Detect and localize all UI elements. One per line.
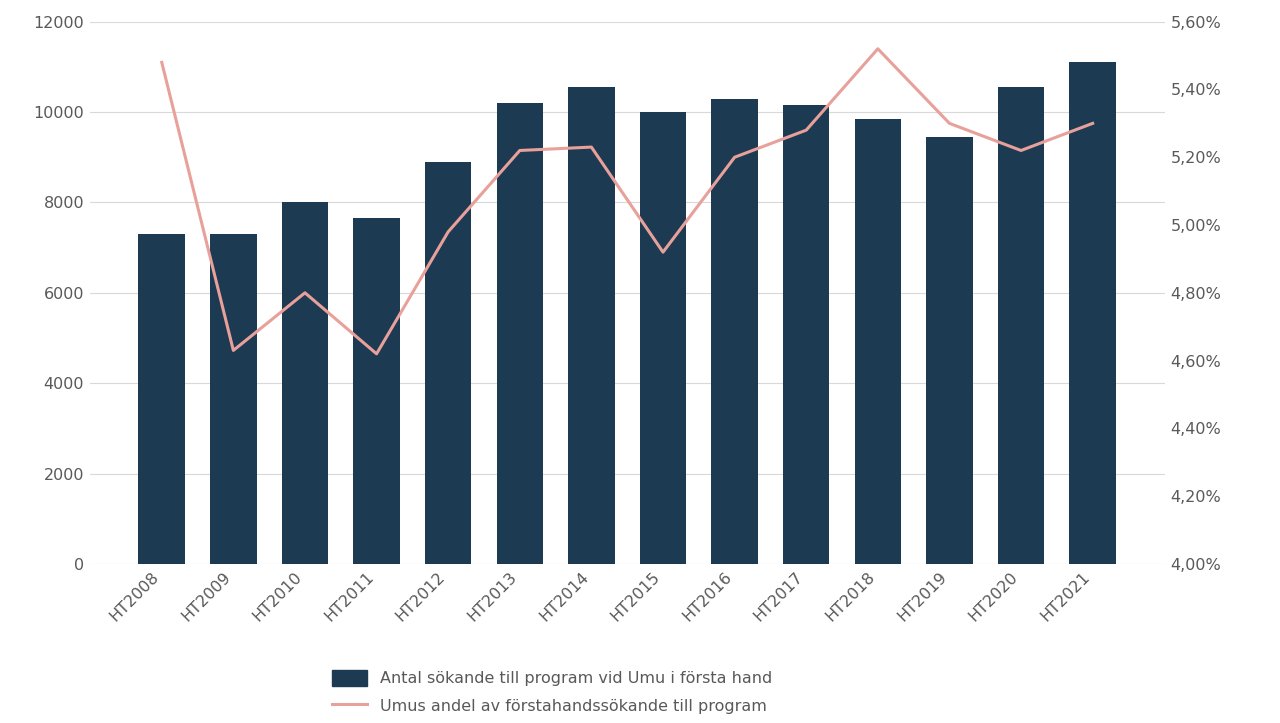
Bar	[927, 137, 973, 564]
Bar	[568, 87, 614, 564]
Bar	[425, 162, 471, 564]
Bar	[783, 106, 829, 564]
Bar	[497, 103, 543, 564]
Bar	[640, 112, 686, 564]
Bar	[353, 218, 399, 564]
Bar	[282, 202, 328, 564]
Bar	[138, 234, 186, 564]
Bar	[712, 98, 758, 564]
Bar	[1069, 62, 1116, 564]
Bar	[855, 119, 901, 564]
Bar	[998, 87, 1044, 564]
Bar	[210, 234, 256, 564]
Legend: Antal sökande till program vid Umu i första hand, Umus andel av förstahandssökan: Antal sökande till program vid Umu i för…	[332, 669, 772, 714]
